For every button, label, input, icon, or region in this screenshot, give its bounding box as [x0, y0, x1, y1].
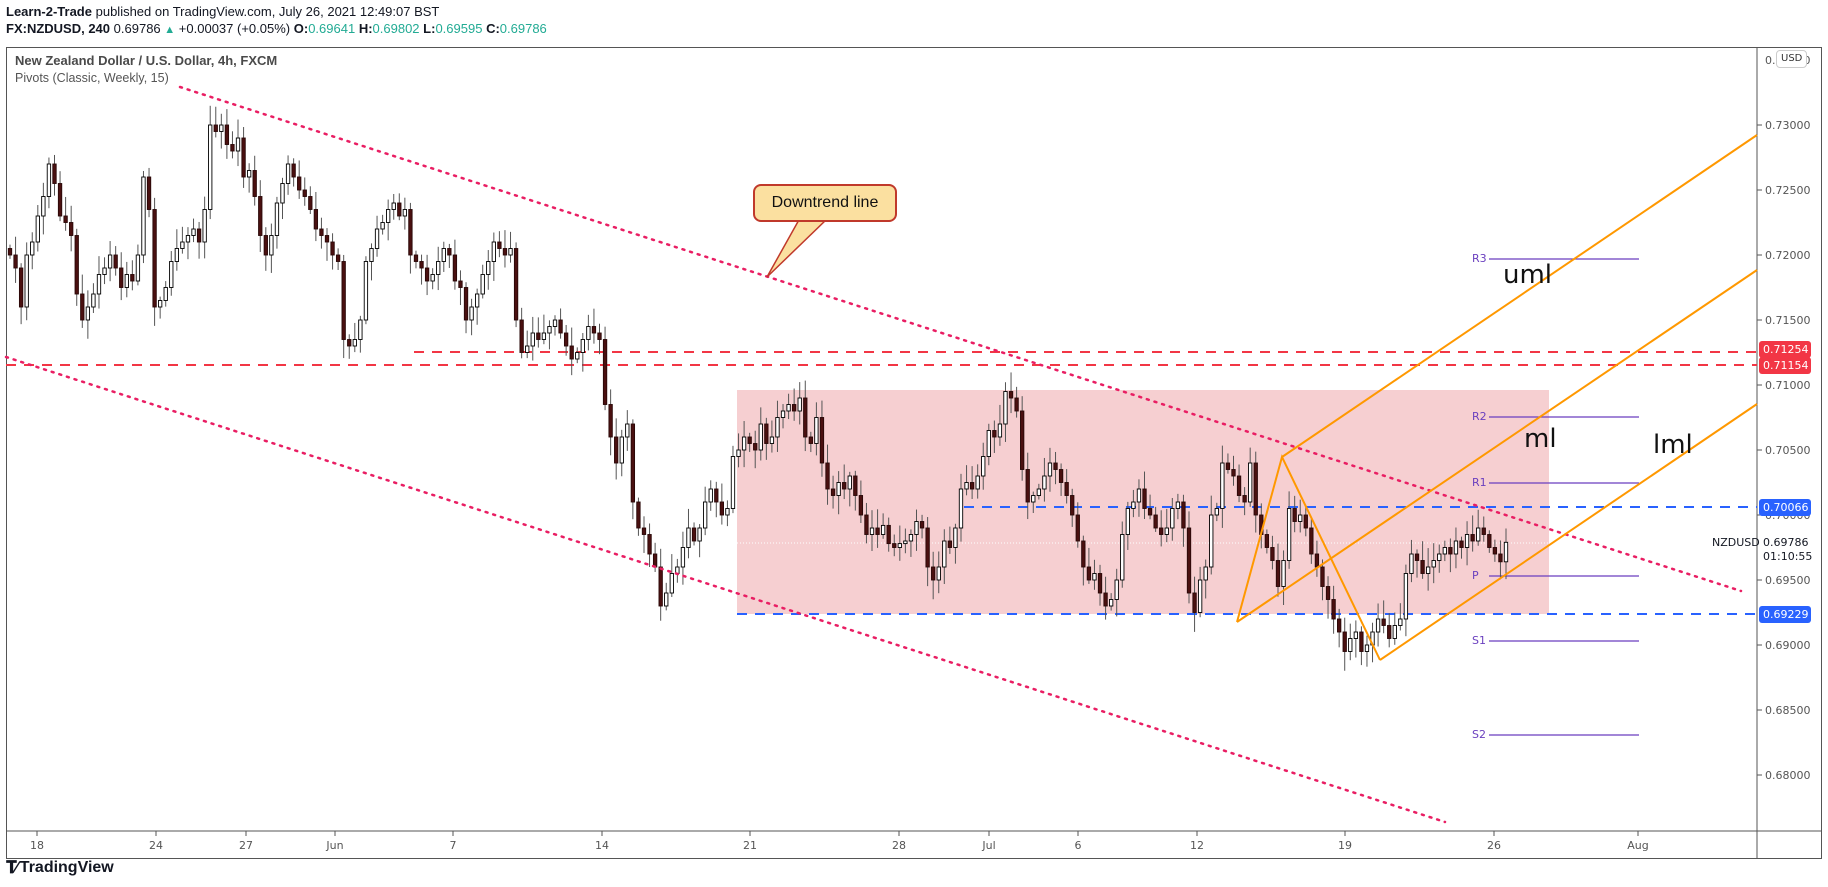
close-label: C:	[486, 21, 500, 36]
bar-countdown: 01:10:55	[1763, 550, 1813, 563]
pivot-label-s2: S2	[1472, 728, 1486, 741]
time-tick-label: 6	[1075, 839, 1082, 852]
currency-badge[interactable]: USD	[1776, 50, 1808, 68]
pivot-label-p: P	[1472, 569, 1479, 582]
last-price: 0.69786	[113, 21, 161, 36]
price-tick-label: 0.70500	[1765, 444, 1811, 457]
high-value: 0.69802	[372, 21, 420, 36]
close-value: 0.69786	[499, 21, 547, 36]
pitchfork-upper-line[interactable]	[1281, 134, 1758, 458]
tradingview-brand: TradingView	[19, 859, 114, 876]
symbol-ohlc-bar: FX:NZDUSD, 240 0.69786 ▲ +0.00037 (+0.05…	[6, 21, 547, 36]
time-tick-label: Aug	[1627, 839, 1648, 852]
time-tick-label: 18	[30, 839, 44, 852]
downtrend-line-upper[interactable]	[178, 85, 1743, 593]
candles[interactable]	[7, 105, 1509, 671]
chart-frame	[6, 47, 1822, 859]
time-tick-label: 14	[595, 839, 609, 852]
price-tag-071154: 0.71154	[1759, 357, 1811, 374]
price-tick-label: 0.69500	[1765, 574, 1811, 587]
tradingview-mark-icon: 𝐓∕	[6, 858, 18, 877]
price-axis[interactable]: 0.680000.685000.690000.695000.700000.705…	[1757, 54, 1811, 782]
open-value: 0.69641	[308, 21, 356, 36]
price-tick-label: 0.72000	[1765, 249, 1811, 262]
price-tick-label: 0.68500	[1765, 704, 1811, 717]
time-tick-label: 28	[892, 839, 906, 852]
pivot-label-r2: R2	[1472, 410, 1487, 423]
price-change: +0.00037 (+0.05%)	[178, 21, 291, 36]
uml-label[interactable]: uml	[1503, 260, 1553, 290]
time-tick-label: 12	[1190, 839, 1204, 852]
publisher-name: Learn-2-Trade	[6, 4, 92, 19]
price-tag-070066: 0.70066	[1759, 499, 1811, 516]
lml-label[interactable]: lml	[1653, 430, 1693, 460]
open-label: O:	[293, 21, 309, 36]
legend-title[interactable]: New Zealand Dollar / U.S. Dollar, 4h, FX…	[15, 53, 278, 68]
callout-pointer	[766, 217, 830, 278]
time-tick-label: 19	[1338, 839, 1352, 852]
current-price-label: 0.69786	[1763, 536, 1809, 549]
price-tag-071254: 0.71254	[1759, 341, 1811, 358]
price-tag-069229: 0.69229	[1759, 606, 1811, 623]
price-tick-label: 0.69000	[1765, 639, 1811, 652]
tradingview-logo[interactable]: 𝐓∕ TradingView	[6, 858, 114, 878]
time-tick-label: 26	[1487, 839, 1501, 852]
publish-date: published on TradingView.com, July 26, 2…	[95, 4, 440, 19]
pivot-label-s1: S1	[1472, 634, 1486, 647]
legend-indicator[interactable]: Pivots (Classic, Weekly, 15)	[15, 71, 169, 85]
high-label: H:	[358, 21, 373, 36]
time-tick-label: 27	[239, 839, 253, 852]
symbol-name: FX:NZDUSD, 240	[6, 21, 111, 36]
pitchfork-median-line[interactable]	[1236, 269, 1758, 623]
andrews-pitchfork[interactable]	[1236, 134, 1758, 661]
time-tick-label: 24	[149, 839, 163, 852]
publish-info: Learn-2-Trade published on TradingView.c…	[6, 4, 439, 19]
low-label: L:	[423, 21, 436, 36]
up-arrow-icon: ▲	[164, 24, 176, 36]
ml-label[interactable]: ml	[1524, 424, 1557, 454]
time-tick-label: 21	[743, 839, 757, 852]
symbol-axis-label: NZDUSD	[1712, 536, 1760, 549]
pitchfork-lower-line[interactable]	[1379, 403, 1758, 661]
price-tick-label: 0.73000	[1765, 119, 1811, 132]
time-tick-label: 7	[450, 839, 457, 852]
pivot-lines	[1489, 258, 1639, 736]
price-tick-label: 0.71000	[1765, 379, 1811, 392]
downtrend-callout[interactable]: Downtrend line	[753, 184, 897, 222]
price-tick-label: 0.72500	[1765, 184, 1811, 197]
pivot-label-r1: R1	[1472, 476, 1487, 489]
low-value: 0.69595	[435, 21, 483, 36]
time-tick-label: Jul	[981, 839, 995, 852]
time-axis[interactable]: 18 24 27 Jun 7 14 21 28 Jul 6 12 19 26 Aug	[30, 831, 1649, 852]
time-tick-label: Jun	[325, 839, 343, 852]
pivot-label-r3: R3	[1472, 252, 1487, 265]
price-tick-label: 0.71500	[1765, 314, 1811, 327]
price-tick-label: 0.68000	[1765, 769, 1811, 782]
